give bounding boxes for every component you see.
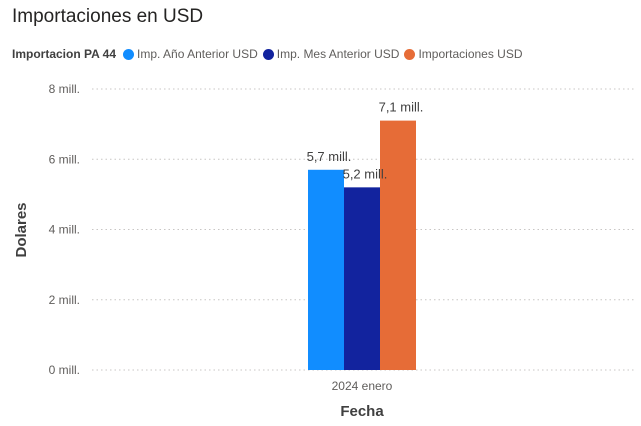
y-axis-title: Dolares [13, 202, 30, 257]
legend-item-imp-mes-anterior[interactable]: Imp. Mes Anterior USD [262, 47, 400, 61]
chart-title: Importaciones en USD [12, 6, 204, 27]
bar [344, 187, 380, 370]
bar [380, 120, 416, 370]
data-label: 5,7 mill. [307, 149, 352, 164]
legend-item-importaciones[interactable]: Importaciones USD [404, 47, 523, 61]
legend-marker-icon [262, 48, 274, 60]
y-tick-label: 0 mill. [49, 363, 80, 377]
y-tick-label: 8 mill. [49, 82, 80, 96]
x-tick-label: 2024 enero [332, 379, 393, 393]
legend-marker-icon [123, 48, 135, 60]
y-tick-label: 2 mill. [49, 293, 80, 307]
bar [308, 169, 344, 370]
legend-label: Importaciones USD [418, 47, 523, 61]
legend-title: Importacion PA 44 [12, 47, 117, 61]
legend-label: Imp. Año Anterior USD [137, 47, 258, 61]
legend-marker-icon [404, 48, 416, 60]
data-label: 7,1 mill. [379, 100, 424, 115]
legend-item-imp-ano-anterior[interactable]: Imp. Año Anterior USD [123, 47, 258, 61]
legend-label: Imp. Mes Anterior USD [276, 47, 400, 61]
legend: Importacion PA 44 Imp. Año Anterior USD … [12, 45, 528, 63]
y-tick-label: 6 mill. [49, 152, 80, 166]
x-axis-title: Fecha [340, 403, 384, 420]
data-label: 5,2 mill. [343, 166, 388, 181]
y-tick-label: 4 mill. [49, 223, 80, 237]
